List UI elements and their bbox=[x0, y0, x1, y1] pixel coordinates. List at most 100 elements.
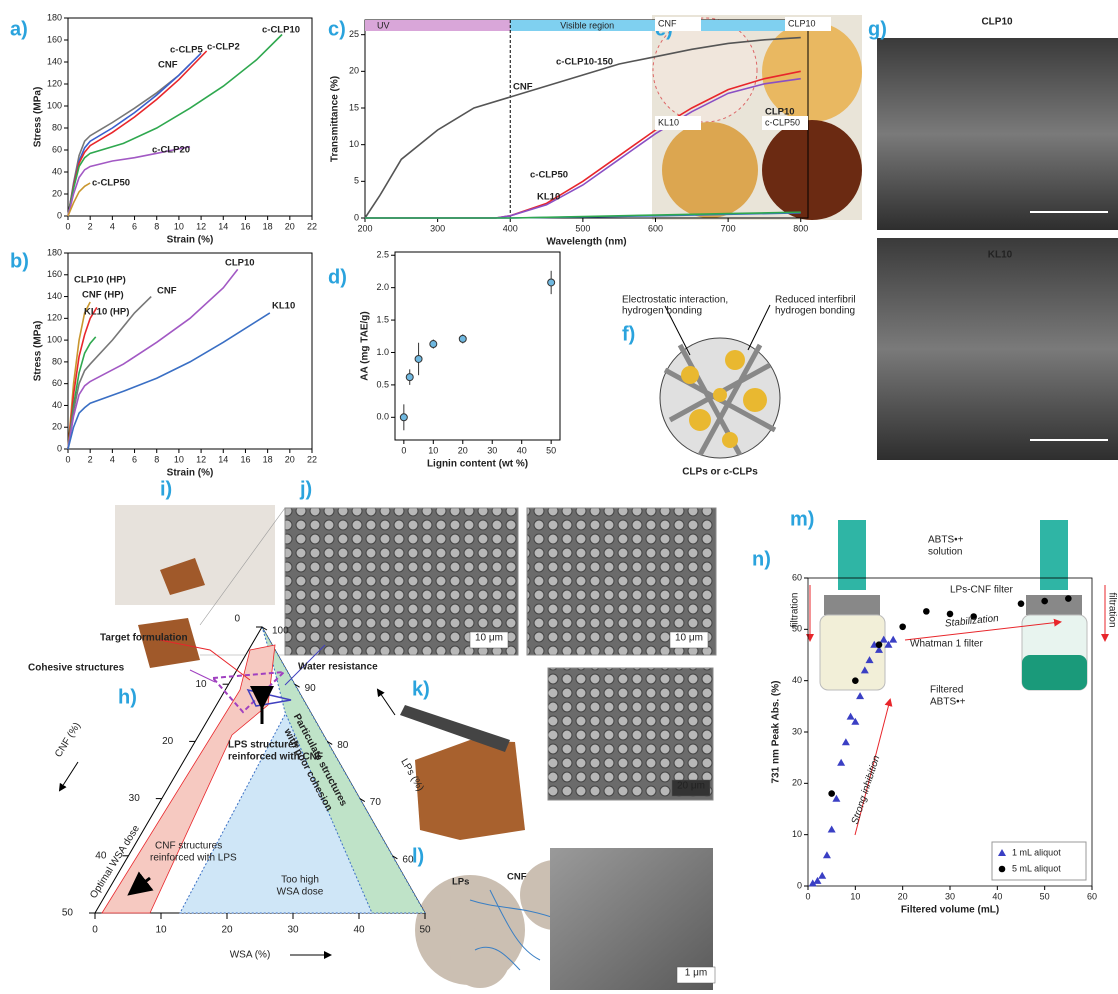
x-tick-label: 700 bbox=[721, 223, 736, 233]
line bbox=[67, 268, 239, 450]
panel-label: n) bbox=[752, 548, 771, 570]
ternary-axis-title: CNF (%) bbox=[53, 721, 83, 760]
line bbox=[67, 307, 98, 450]
ternary-tick-label: 90 bbox=[305, 683, 317, 694]
y-axis-title: AA (mg TAE/g) bbox=[360, 311, 371, 380]
point bbox=[970, 613, 977, 620]
film bbox=[160, 558, 205, 595]
annotation: Strong inhibition bbox=[850, 754, 883, 826]
y-tick-label: 120 bbox=[47, 313, 62, 323]
photo-label: CNF bbox=[658, 18, 677, 28]
ternary-tick bbox=[294, 683, 300, 688]
line bbox=[364, 36, 801, 219]
ternary-tick-label: 20 bbox=[221, 925, 233, 936]
scale-bar-bg bbox=[469, 631, 509, 649]
panel-label: a) bbox=[10, 18, 28, 40]
line bbox=[67, 33, 283, 217]
point bbox=[399, 413, 408, 422]
scale-bar-label: 1 μm bbox=[685, 968, 707, 979]
scale-bar-bg bbox=[669, 631, 709, 649]
tweezers bbox=[400, 705, 510, 752]
x-tick-label: 12 bbox=[196, 221, 206, 231]
x-tick-label: 6 bbox=[132, 221, 137, 231]
y-tick-label: 100 bbox=[47, 100, 62, 110]
x-tick-label: 0 bbox=[805, 891, 810, 901]
y-tick-label: 160 bbox=[47, 34, 62, 44]
ternary-tick-label: 80 bbox=[337, 740, 349, 751]
ternary-region-label: Water resistance bbox=[298, 662, 378, 673]
x-tick-label: 6 bbox=[132, 454, 137, 464]
y-tick-label: 40 bbox=[52, 400, 62, 410]
ternary-regions bbox=[58, 625, 426, 959]
point bbox=[1065, 595, 1072, 602]
y-tick-label: 80 bbox=[52, 122, 62, 132]
photo-i bbox=[115, 505, 275, 605]
x-tick-label: 10 bbox=[174, 221, 184, 231]
point bbox=[458, 334, 467, 343]
point bbox=[875, 641, 883, 649]
y-tick-label: 40 bbox=[52, 166, 62, 176]
point bbox=[899, 623, 906, 631]
x-tick-label: 18 bbox=[263, 221, 273, 231]
ternary-tick-label: 50 bbox=[419, 925, 431, 936]
sem-j1 bbox=[284, 507, 519, 656]
plot-frame bbox=[67, 252, 313, 450]
series-label: CNF bbox=[157, 286, 177, 297]
y-tick-label: 2.5 bbox=[376, 250, 389, 260]
y-tick-label: 180 bbox=[47, 12, 62, 22]
line bbox=[365, 77, 801, 219]
y-tick-label: 180 bbox=[47, 247, 62, 257]
y-tick-label: 0 bbox=[797, 880, 802, 890]
x-tick-label: 4 bbox=[110, 454, 115, 464]
photo-label: filtration bbox=[790, 592, 801, 627]
y-tick-label: 10 bbox=[792, 829, 802, 839]
x-tick-label: 60 bbox=[1087, 891, 1097, 901]
legend-label: 1 mL aliquot bbox=[1012, 847, 1061, 857]
x-tick-label: 40 bbox=[992, 891, 1002, 901]
x-tick-label: 16 bbox=[240, 221, 250, 231]
x-tick-label: 10 bbox=[428, 445, 438, 455]
y-tick-label: 20 bbox=[349, 66, 359, 76]
x-tick-label: 0 bbox=[65, 454, 70, 464]
y-tick-label: 40 bbox=[792, 675, 802, 685]
sem-g-clp10 bbox=[877, 38, 1118, 230]
x-tick-label: 50 bbox=[1040, 891, 1050, 901]
series-label: KL10 (HP) bbox=[84, 307, 129, 318]
y-tick-label: 0 bbox=[57, 210, 62, 220]
ternary-tick-label: 10 bbox=[195, 679, 207, 690]
x-tick-label: 8 bbox=[154, 221, 159, 231]
x-tick-label: 30 bbox=[945, 891, 955, 901]
x-tick-label: 20 bbox=[285, 221, 295, 231]
series-label: CLP10 bbox=[225, 258, 255, 269]
point bbox=[846, 712, 855, 720]
ternary-tick-label: 30 bbox=[287, 925, 299, 936]
legend-marker bbox=[998, 865, 1006, 873]
series-label: c-CLP50 bbox=[92, 178, 130, 189]
point bbox=[837, 758, 846, 766]
y-tick-label: 0 bbox=[57, 443, 62, 453]
y-tick-label: 15 bbox=[349, 102, 359, 112]
photo-label: c-CLP50 bbox=[765, 117, 800, 127]
panel-label: g) bbox=[868, 18, 887, 40]
scale-bar-bg bbox=[676, 966, 716, 984]
photo-label: solution bbox=[928, 547, 962, 558]
point bbox=[860, 666, 869, 674]
series-label: c-CLP50 bbox=[530, 170, 568, 181]
series-label: CNF bbox=[513, 82, 533, 93]
point bbox=[808, 879, 817, 887]
schematic-label: Electrostatic interaction, bbox=[622, 295, 728, 306]
point bbox=[414, 354, 423, 363]
point bbox=[923, 608, 930, 615]
label-bg bbox=[655, 116, 701, 130]
ternary-tick-label: 40 bbox=[353, 925, 365, 936]
arrow bbox=[904, 618, 1062, 641]
sem-title: KL10 bbox=[988, 250, 1013, 261]
point bbox=[1041, 597, 1048, 605]
x-tick-label: 0 bbox=[65, 221, 70, 231]
point bbox=[1017, 600, 1025, 607]
y-tick-label: 160 bbox=[47, 269, 62, 279]
ternary-region-label: reinforced with CNF bbox=[228, 752, 323, 763]
x-tick-label: 16 bbox=[240, 454, 250, 464]
y-axis-title: Stress (MPa) bbox=[33, 321, 44, 382]
